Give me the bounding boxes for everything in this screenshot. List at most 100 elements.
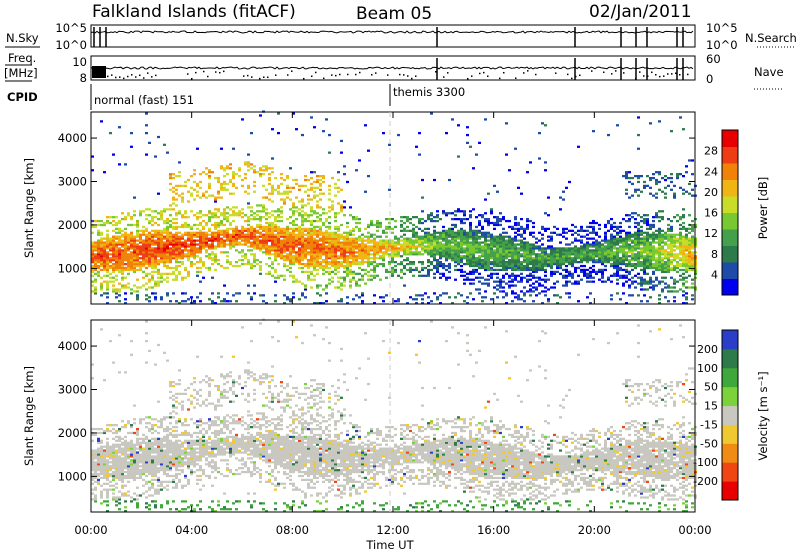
power-cell: [676, 234, 679, 236]
power-cell: [505, 236, 508, 238]
power-cell: [148, 142, 151, 144]
power-cell: [472, 263, 475, 265]
power-cell: [124, 238, 127, 240]
power-cell: [643, 263, 646, 265]
power-cell: [373, 259, 376, 261]
power-cell: [445, 236, 448, 238]
power-cell: [274, 189, 277, 191]
power-cell: [469, 243, 472, 245]
power-cell: [610, 249, 613, 251]
power-cell: [151, 236, 154, 238]
power-cell: [613, 267, 616, 269]
power-cell: [658, 247, 661, 249]
power-cell: [148, 239, 151, 241]
power-cell: [94, 273, 97, 275]
power-cell: [421, 253, 424, 255]
power-cell: [487, 249, 490, 251]
power-cell: [391, 249, 394, 251]
power-cell: [274, 281, 277, 283]
power-cell: [424, 267, 427, 269]
power-cell: [592, 281, 595, 283]
power-cell: [109, 273, 112, 275]
power-cell: [448, 232, 451, 234]
power-cell: [499, 281, 502, 283]
power-cell: [544, 255, 547, 257]
power-cell: [655, 257, 658, 259]
power-cell: [577, 253, 580, 255]
power-cell: [145, 298, 148, 300]
power-cell: [211, 236, 214, 238]
power-cell: [211, 277, 214, 279]
power-cell: [97, 271, 100, 273]
power-cell: [622, 259, 625, 261]
power-cell: [544, 212, 547, 214]
power-cell: [328, 255, 331, 257]
power-cell: [538, 265, 541, 267]
power-cell: [340, 253, 343, 255]
power-cell: [484, 253, 487, 255]
power-cell: [589, 257, 592, 259]
power-cell: [463, 249, 466, 251]
power-cell: [382, 296, 385, 298]
power-cell: [646, 245, 649, 247]
power-cell: [358, 238, 361, 240]
freq-label: Freq.: [8, 51, 36, 65]
power-cell: [154, 267, 157, 269]
power-cell: [463, 230, 466, 232]
power-cell: [178, 255, 181, 257]
power-cell: [190, 210, 193, 212]
power-cell: [592, 241, 595, 243]
power-cell: [247, 232, 250, 234]
power-cell: [211, 259, 214, 261]
power-cell: [262, 185, 265, 187]
power-cell: [352, 253, 355, 255]
power-cell: [214, 239, 217, 241]
power-cell: [454, 232, 457, 234]
power-cell: [643, 232, 646, 234]
power-cell: [406, 238, 409, 240]
power-cell: [673, 267, 676, 269]
power-cell: [217, 259, 220, 261]
power-cell: [217, 222, 220, 224]
power-cell: [511, 263, 514, 265]
power-cell: [274, 230, 277, 232]
power-cell: [631, 216, 634, 218]
power-cell: [223, 241, 226, 243]
power-cell: [226, 232, 229, 234]
power-cell: [376, 253, 379, 255]
power-cell: [418, 153, 421, 155]
power-cell: [520, 226, 523, 228]
power-cell: [235, 226, 238, 228]
power-cell: [496, 257, 499, 259]
power-cell: [535, 286, 538, 288]
power-cell: [613, 243, 616, 245]
power-cell: [406, 230, 409, 232]
power-cell: [478, 220, 481, 222]
power-cell: [343, 257, 346, 259]
power-cell: [292, 259, 295, 261]
power-cell: [373, 247, 376, 249]
power-cell: [100, 249, 103, 251]
power-cell: [214, 236, 217, 238]
power-cell: [463, 234, 466, 236]
power-cell: [295, 236, 298, 238]
power-cell: [394, 249, 397, 251]
power-cell: [637, 265, 640, 267]
power-cell: [331, 249, 334, 251]
power-cell: [136, 298, 139, 300]
power-cell: [592, 257, 595, 259]
power-cell: [403, 239, 406, 241]
power-cell: [310, 241, 313, 243]
power-cell: [676, 267, 679, 269]
power-cell: [208, 269, 211, 271]
power-cell: [421, 222, 424, 224]
power-cell: [487, 279, 490, 281]
power-cell: [544, 271, 547, 273]
power-cell: [394, 236, 397, 238]
power-cell: [277, 275, 280, 277]
power-cell: [469, 230, 472, 232]
power-cell: [565, 232, 568, 234]
power-cell: [232, 177, 235, 179]
power-cell: [160, 239, 163, 241]
nave-dot: [203, 71, 205, 73]
